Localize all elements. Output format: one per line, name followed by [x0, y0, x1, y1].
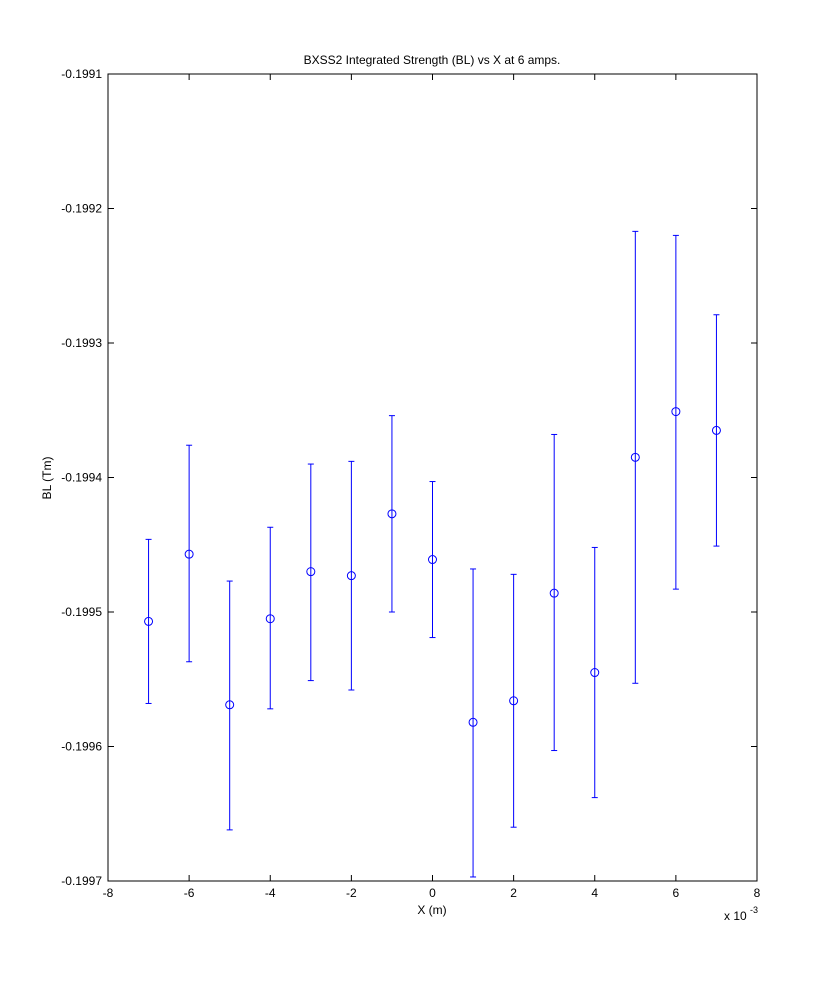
data-point [184, 444, 194, 663]
data-point [428, 481, 437, 639]
y-axis-ticks: -0.1997 -0.1996 -0.1995 -0.1994 -0.1993 -0.19… [61, 67, 757, 888]
x-tick-label: 4 [591, 886, 598, 900]
point-marker [671, 407, 681, 417]
x-multiplier-exponent: -3 [750, 905, 758, 915]
data-point [387, 415, 397, 613]
data-point [265, 526, 275, 710]
x-tick-label: 0 [429, 886, 436, 900]
data-point [590, 546, 600, 799]
point-marker [346, 571, 356, 581]
point-marker [711, 425, 721, 435]
data-point [630, 230, 640, 684]
data-series [144, 230, 721, 878]
x-tick-label: 8 [754, 886, 761, 900]
x-tick-label: 6 [673, 886, 680, 900]
y-tick-label: -0.1996 [61, 740, 102, 754]
x-tick-label: -6 [184, 886, 195, 900]
y-tick-label: -0.1995 [61, 605, 102, 619]
data-point [509, 573, 519, 828]
x-tick-label: -2 [346, 886, 357, 900]
y-tick-label: -0.1993 [61, 336, 102, 350]
point-marker [549, 588, 559, 598]
y-tick-label: -0.1997 [61, 874, 102, 888]
point-marker [590, 668, 600, 678]
data-point [711, 314, 721, 547]
point-marker [630, 452, 640, 462]
point-marker [387, 509, 397, 519]
x-axis-label: X (m) [417, 903, 446, 917]
data-point [671, 234, 681, 590]
point-marker [468, 717, 478, 727]
plot-area [107, 73, 758, 882]
point-marker [225, 700, 235, 710]
point-marker [509, 696, 519, 706]
data-point [144, 538, 154, 704]
point-marker [428, 555, 437, 565]
point-marker [265, 614, 275, 624]
data-point [346, 460, 356, 691]
data-point [225, 580, 235, 831]
x-axis-ticks: -8 -6 -4 -2 0 2 4 6 8 [103, 74, 761, 900]
data-point [549, 433, 559, 752]
chart-title: BXSS2 Integrated Strength (BL) vs X at 6… [304, 53, 561, 67]
x-tick-label: -4 [265, 886, 276, 900]
point-marker [306, 567, 316, 577]
y-tick-label: -0.1992 [61, 202, 102, 216]
y-tick-label: -0.1991 [61, 67, 102, 81]
x-tick-label: 2 [510, 886, 517, 900]
x-axis-multiplier: x 10 -3 [724, 905, 758, 923]
x-tick-label: -8 [103, 886, 114, 900]
point-marker [144, 616, 154, 626]
y-tick-label: -0.1994 [61, 471, 102, 485]
x-multiplier-base: x 10 [724, 909, 747, 923]
data-point [306, 463, 316, 682]
y-axis-label: BL (Tm) [40, 457, 54, 500]
point-marker [184, 549, 194, 559]
data-point [468, 568, 478, 878]
axes-box [107, 73, 758, 882]
